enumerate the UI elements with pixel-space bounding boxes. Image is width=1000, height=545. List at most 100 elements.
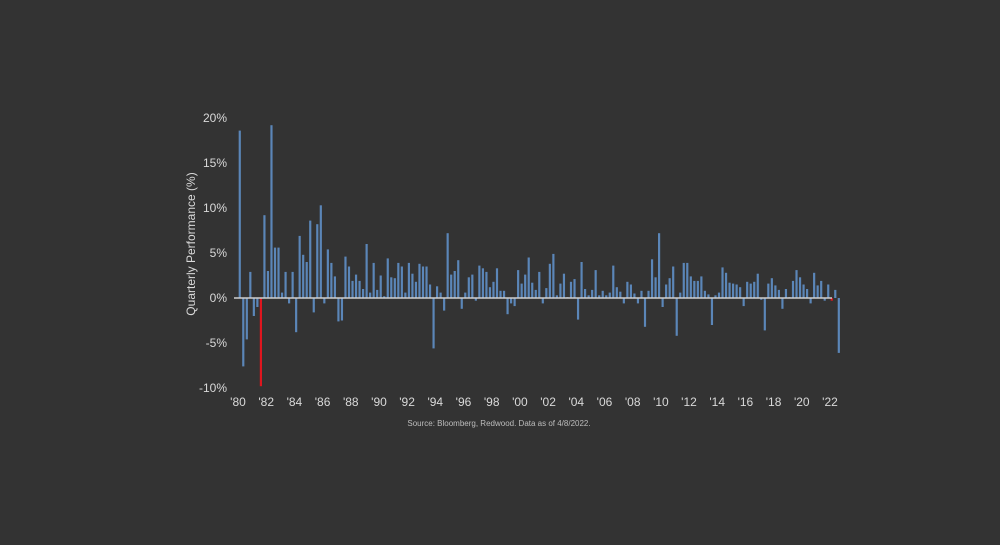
bar-q70 — [485, 271, 488, 298]
x-tick-label: '02 — [540, 395, 556, 409]
bar-q78 — [513, 298, 516, 307]
bar-q42 — [386, 258, 389, 298]
bar-q126 — [682, 262, 685, 298]
bar-q155 — [784, 289, 788, 298]
bar-q149 — [763, 298, 766, 331]
bar-q65 — [467, 277, 470, 298]
bar-q132 — [703, 290, 706, 298]
bar-q44 — [393, 278, 396, 298]
x-tick-label: '82 — [258, 395, 274, 409]
bar-q57 — [439, 292, 442, 298]
x-tick-label: '12 — [681, 395, 697, 409]
x-tick-label: '80 — [230, 395, 246, 409]
bar-q104 — [605, 295, 608, 298]
bar-q66 — [471, 274, 474, 298]
bar-q47 — [404, 292, 407, 298]
source-note: Source: Bloomberg, Redwood. Data as of 4… — [407, 419, 590, 428]
bar-q74 — [499, 290, 502, 298]
bar-q138 — [724, 272, 728, 298]
bar-q9 — [270, 125, 273, 298]
bar-q101 — [594, 270, 597, 298]
bar-q5 — [256, 298, 259, 307]
bar-q130 — [696, 280, 699, 298]
bar-q108 — [619, 291, 622, 298]
bar-q72 — [492, 281, 495, 298]
bar-q3 — [249, 271, 252, 298]
bar-q79 — [517, 270, 520, 298]
bar-q97 — [580, 262, 583, 298]
bar-q63 — [460, 298, 463, 309]
bar-q77 — [510, 298, 513, 304]
x-tick-label: '98 — [484, 395, 500, 409]
bar-q113 — [636, 298, 640, 304]
bar-q46 — [400, 266, 403, 298]
bar-q6 — [259, 298, 262, 387]
bar-q11 — [277, 247, 280, 298]
y-tick-label: 0% — [210, 291, 228, 305]
bar-q17 — [298, 235, 301, 298]
bar-q125 — [679, 292, 682, 298]
bar-q160 — [802, 284, 805, 298]
bar-q71 — [488, 287, 492, 298]
bar-q32 — [351, 280, 354, 298]
bar-q43 — [390, 277, 393, 298]
bar-q73 — [495, 268, 499, 298]
x-tick-label: '08 — [625, 395, 641, 409]
bar-q150 — [767, 283, 770, 298]
x-tick-label: '20 — [794, 395, 810, 409]
bar-q24 — [323, 298, 326, 304]
x-tick-label: '10 — [653, 395, 669, 409]
bar-q141 — [735, 284, 738, 298]
bar-q83 — [531, 282, 534, 298]
bar-q69 — [481, 268, 484, 298]
bar-q112 — [633, 293, 636, 298]
bar-q82 — [527, 257, 530, 298]
bar-q20 — [309, 220, 312, 298]
x-tick-label: '22 — [822, 395, 838, 409]
bar-q54 — [428, 284, 432, 298]
bar-q90 — [555, 295, 558, 298]
bar-q30 — [344, 256, 347, 298]
bar-q28 — [337, 298, 340, 322]
bar-q152 — [774, 285, 777, 298]
x-tick-label: '18 — [766, 395, 782, 409]
bar-q14 — [288, 298, 291, 304]
bar-q157 — [791, 280, 795, 298]
bar-q76 — [506, 298, 509, 315]
bar-q109 — [622, 298, 625, 304]
bar-q139 — [728, 282, 731, 298]
bar-q106 — [612, 265, 615, 298]
bar-q48 — [407, 262, 410, 298]
bar-q33 — [354, 274, 358, 298]
bar-q128 — [689, 276, 692, 298]
x-tick-label: '06 — [597, 395, 613, 409]
bar-q18 — [302, 254, 305, 298]
bar-q27 — [333, 276, 336, 298]
bar-q37 — [369, 292, 372, 298]
bar-q147 — [756, 273, 759, 298]
x-tick-label: '16 — [738, 395, 754, 409]
bar-q15 — [291, 271, 294, 298]
bar-q148 — [760, 298, 763, 300]
bar-q52 — [421, 266, 425, 298]
bar-q91 — [559, 283, 562, 298]
bar-q96 — [576, 298, 580, 320]
bar-q115 — [643, 298, 647, 327]
x-tick-label: '04 — [568, 395, 584, 409]
bar-q38 — [372, 262, 375, 298]
y-axis-label: Quarterly Performance (%) — [184, 172, 198, 315]
bar-q36 — [365, 244, 368, 298]
bar-q64 — [464, 292, 467, 298]
bar-q55 — [432, 298, 435, 349]
bar-q118 — [654, 277, 657, 298]
bar-q25 — [326, 249, 329, 298]
bar-q145 — [749, 283, 752, 298]
bar-q67 — [474, 298, 477, 301]
bar-q8 — [266, 271, 270, 298]
bar-q7 — [263, 215, 266, 298]
bar-q133 — [707, 294, 710, 298]
bar-q88 — [548, 263, 551, 298]
bar-q153 — [777, 289, 780, 298]
bar-q100 — [591, 289, 594, 298]
x-tick-label: '92 — [399, 395, 415, 409]
